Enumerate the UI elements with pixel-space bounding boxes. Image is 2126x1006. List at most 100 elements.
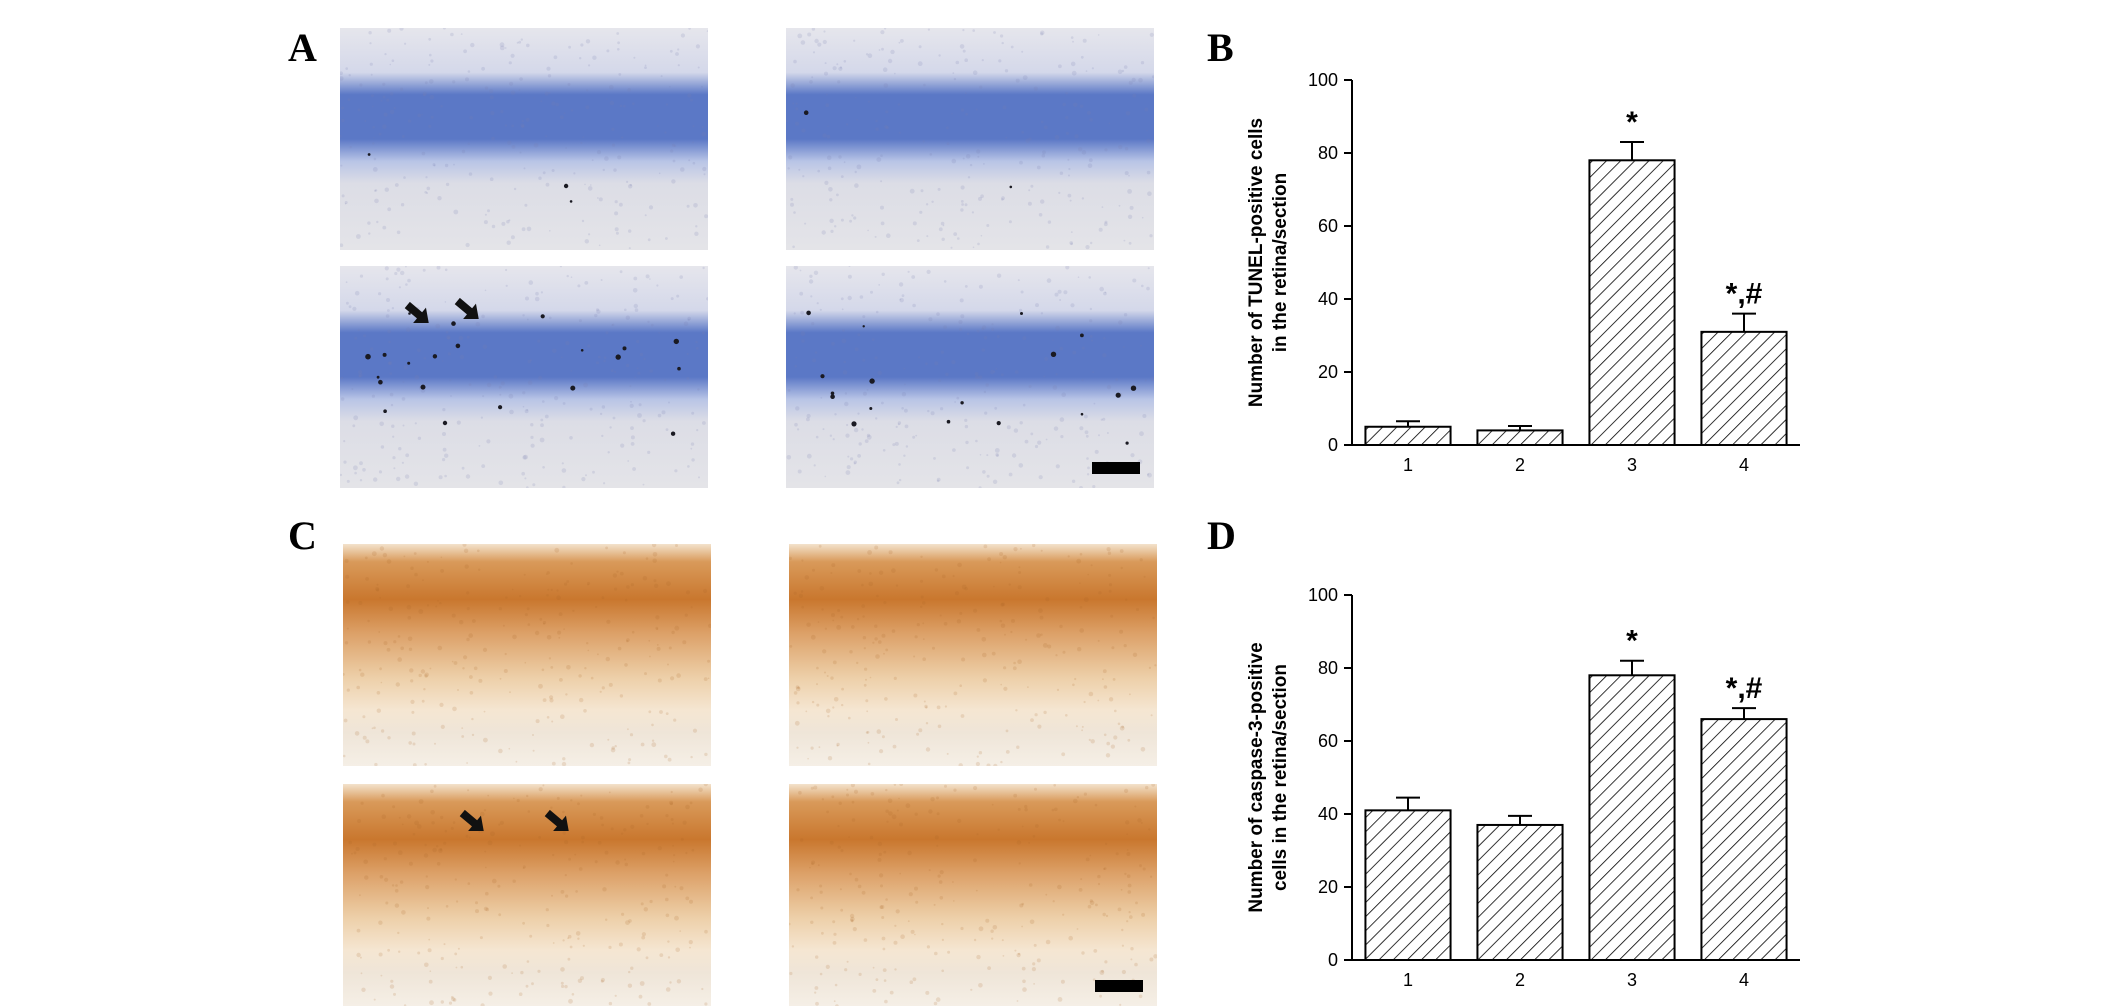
y-tick-label: 60 <box>1318 731 1338 751</box>
caspase-micrograph-1 <box>343 544 711 766</box>
tunel-micrograph-3 <box>340 266 708 488</box>
bar-2 <box>1476 823 1564 961</box>
micrograph-texture <box>343 544 711 766</box>
micro-svg <box>340 266 708 488</box>
positive-cell-dot <box>1050 351 1057 357</box>
y-tick-label: 40 <box>1318 804 1338 824</box>
arrow-icon <box>459 809 484 831</box>
micrograph-tissue <box>789 544 1157 766</box>
micro-svg <box>340 28 708 250</box>
bar-2 <box>1476 429 1564 446</box>
positive-cell-dot <box>407 361 411 365</box>
x-tick-label: 3 <box>1627 970 1637 990</box>
caspase-micrograph-2 <box>789 544 1157 766</box>
x-tick-label: 3 <box>1627 455 1637 475</box>
positive-cell-dot <box>580 349 584 352</box>
arrow-icon <box>454 297 479 319</box>
chart-d-svg: 0 20 40 60 80 100 Number of caspase-3-positive… <box>1246 585 1800 990</box>
positive-cell-dot <box>432 354 438 359</box>
positive-cell-dot <box>673 338 679 345</box>
y-tick-label: 20 <box>1318 362 1338 382</box>
positive-cell-dot <box>451 321 456 326</box>
positive-cell-dot <box>1009 185 1013 189</box>
positive-cell-dot <box>946 419 951 424</box>
positive-cell-dot <box>820 374 825 379</box>
micrograph-tissue <box>340 28 708 250</box>
positive-cell-dot <box>498 405 503 410</box>
arrow-icon <box>404 301 429 323</box>
bar-4 <box>1700 330 1788 447</box>
micro-svg <box>789 784 1157 1006</box>
bar-3 <box>1588 159 1676 447</box>
y-tick-label: 100 <box>1308 585 1338 605</box>
positive-cell-dot <box>540 314 545 319</box>
y-axis-label-line1: Number of TUNEL-positive cells <box>1246 118 1267 407</box>
positive-cell-dot <box>1130 385 1137 391</box>
positive-cell-dot <box>365 353 371 360</box>
chart-d: 0 20 40 60 80 100 Number of caspase-3-positive… <box>1240 575 1820 995</box>
micro-svg <box>343 544 711 766</box>
positive-cell-dot <box>569 200 573 203</box>
y-tick-label: 20 <box>1318 877 1338 897</box>
positive-cell-dot <box>862 325 865 328</box>
bar-3 <box>1588 674 1676 962</box>
positive-cell-dot <box>378 379 383 385</box>
y-tick-label: 60 <box>1318 216 1338 236</box>
y-tick-label: 0 <box>1328 950 1338 970</box>
positive-cell-dot <box>869 378 875 384</box>
micrograph-tissue <box>343 544 711 766</box>
positive-cell-dot <box>420 384 426 390</box>
x-tick-label: 4 <box>1739 455 1749 475</box>
micro-svg <box>786 28 1154 250</box>
x-tick-label: 4 <box>1739 970 1749 990</box>
y-tick-label: 80 <box>1318 658 1338 678</box>
y-tick-label: 100 <box>1308 70 1338 90</box>
bar-4 <box>1700 718 1788 961</box>
positive-cell-dot <box>1125 441 1129 445</box>
positive-cell-dot <box>830 394 835 399</box>
bar-1 <box>1364 809 1452 961</box>
micrograph-tissue <box>786 28 1154 250</box>
scale-bar <box>1092 462 1140 474</box>
panel-label-c: C <box>288 513 317 558</box>
arrow-icon <box>544 809 569 831</box>
micro-svg <box>789 544 1157 766</box>
micrograph-tissue <box>343 784 711 1006</box>
y-axis-label-line1: Number of caspase-3-positive <box>1246 642 1267 912</box>
positive-cell-dot <box>383 409 387 413</box>
tunel-micrograph-4 <box>786 266 1154 488</box>
bar-1 <box>1364 425 1452 446</box>
positive-cell-dot <box>1020 312 1023 315</box>
micrograph-texture <box>786 28 1154 250</box>
x-tick-label: 2 <box>1515 455 1525 475</box>
significance-marker: *,# <box>1726 278 1763 311</box>
positive-cell-dot <box>622 346 627 351</box>
tunel-micrograph-2 <box>786 28 1154 250</box>
micrograph-texture <box>789 544 1157 766</box>
positive-cell-dot <box>408 312 411 315</box>
y-tick-label: 80 <box>1318 143 1338 163</box>
positive-cell-dot <box>455 343 461 349</box>
y-axis-label-line2: cells in the retina/section <box>1270 664 1291 891</box>
significance-marker: *,# <box>1726 672 1763 705</box>
tunel-micrograph-1 <box>340 28 708 250</box>
positive-cell-dot <box>615 354 621 360</box>
micrograph-tissue <box>789 784 1157 1006</box>
x-tick-label: 1 <box>1403 455 1413 475</box>
positive-cell-dot <box>367 153 371 156</box>
positive-cell-dot <box>382 352 387 357</box>
panel-label-d: D <box>1207 513 1236 558</box>
positive-cell-dot <box>869 407 873 410</box>
micrograph-texture <box>348 784 708 1006</box>
positive-cell-dot <box>960 401 964 405</box>
x-tick-label: 2 <box>1515 970 1525 990</box>
significance-marker: * <box>1626 625 1638 658</box>
y-tick-label: 0 <box>1328 435 1338 455</box>
positive-cell-dot <box>376 375 380 379</box>
chart-b: 0 20 40 60 80 100 Number of TUNEL-positive cel… <box>1240 60 1820 480</box>
chart-b-svg: 0 20 40 60 80 100 Number of TUNEL-positive cel… <box>1246 70 1800 475</box>
scale-bar <box>1095 980 1143 992</box>
micrograph-texture <box>340 28 708 250</box>
micrograph-tissue <box>786 266 1154 488</box>
micrograph-tissue <box>340 266 708 488</box>
